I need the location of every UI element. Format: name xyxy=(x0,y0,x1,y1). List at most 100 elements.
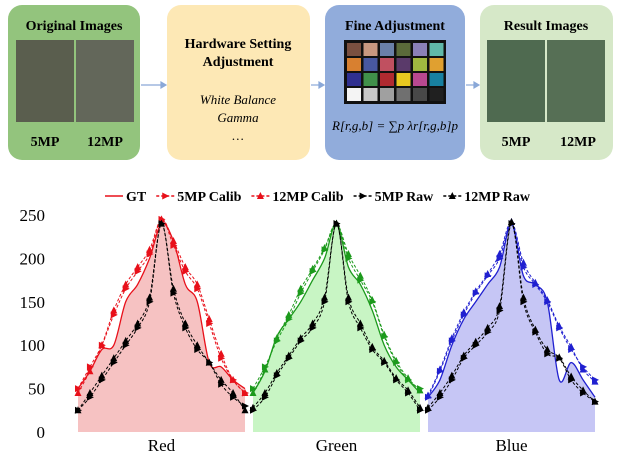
y-tick-label: 50 xyxy=(28,380,45,399)
box-label: 5MP xyxy=(502,135,531,150)
swatch xyxy=(363,73,378,86)
marker xyxy=(436,388,444,396)
legend-marker xyxy=(448,192,456,199)
area xyxy=(253,223,420,432)
marker xyxy=(591,397,599,405)
marker xyxy=(261,365,269,373)
swatch xyxy=(363,43,378,56)
marker xyxy=(380,330,388,338)
marker xyxy=(472,287,480,295)
x-tick-label: Red xyxy=(148,436,176,455)
series-line xyxy=(77,223,246,411)
series-line xyxy=(252,223,421,394)
swatch xyxy=(413,73,427,86)
marker xyxy=(241,406,249,414)
marker xyxy=(122,336,130,344)
swatch xyxy=(429,43,444,56)
x-tick-label: Green xyxy=(316,436,358,455)
color-checker xyxy=(344,40,446,104)
marker xyxy=(460,308,468,316)
marker xyxy=(333,219,340,227)
area xyxy=(428,223,595,432)
legend-label: GT xyxy=(126,190,147,205)
swatch xyxy=(363,58,378,71)
marker xyxy=(567,342,575,350)
legend-marker xyxy=(359,192,367,200)
marker xyxy=(273,368,281,376)
marker xyxy=(229,375,237,383)
marker xyxy=(591,377,599,385)
marker xyxy=(567,372,575,380)
marker xyxy=(321,243,329,251)
marker xyxy=(205,315,213,323)
marker xyxy=(579,386,587,394)
box-item: White Balance xyxy=(200,92,276,107)
marker xyxy=(86,363,94,371)
swatch xyxy=(429,58,444,71)
series-line xyxy=(427,221,596,396)
swatch xyxy=(363,88,378,101)
marker xyxy=(261,388,269,396)
swatch xyxy=(347,58,361,71)
legend-label: 12MP Raw xyxy=(464,190,531,205)
marker xyxy=(158,215,165,223)
marker xyxy=(460,351,468,359)
marker xyxy=(368,296,376,304)
formula: R[r,g,b] = ∑p λr[r,g,b]p xyxy=(331,118,458,133)
box-label: 12MP xyxy=(560,135,596,150)
marker xyxy=(344,250,352,258)
marker xyxy=(241,388,249,396)
marker xyxy=(543,345,551,353)
marker xyxy=(181,319,189,327)
marker xyxy=(404,386,412,394)
box-title: Adjustment xyxy=(203,55,274,70)
pipeline: Original Images 5MP 12MP Hardware Settin… xyxy=(8,5,613,160)
swatch xyxy=(380,43,394,56)
marker xyxy=(484,270,492,278)
marker xyxy=(273,334,281,342)
marker xyxy=(436,365,444,373)
marker xyxy=(579,365,587,373)
box-label: 5MP xyxy=(31,135,60,150)
marker xyxy=(205,358,213,366)
marker xyxy=(169,284,177,292)
box-label: 12MP xyxy=(87,135,123,150)
swatch xyxy=(413,58,427,71)
marker xyxy=(404,374,412,382)
swatch xyxy=(396,88,411,101)
marker xyxy=(134,263,142,271)
legend-label: 12MP Calib xyxy=(272,190,343,205)
marker xyxy=(297,284,305,292)
marker xyxy=(217,375,225,383)
marker xyxy=(531,278,539,286)
box-title: Hardware Setting xyxy=(185,37,292,52)
marker xyxy=(193,341,201,349)
marker xyxy=(229,388,237,396)
marker xyxy=(448,334,456,342)
marker xyxy=(297,334,305,342)
marker xyxy=(193,280,201,288)
marker xyxy=(146,293,154,301)
marker xyxy=(416,386,424,394)
marker xyxy=(392,356,400,364)
arrows xyxy=(141,80,481,90)
y-tick-label: 0 xyxy=(37,423,46,442)
swatch xyxy=(380,88,394,101)
swatch xyxy=(429,88,444,101)
marker xyxy=(472,337,480,345)
swatch xyxy=(347,43,361,56)
marker xyxy=(134,319,142,327)
marker xyxy=(86,367,94,375)
swatch xyxy=(396,43,411,56)
marker xyxy=(74,406,82,414)
marker xyxy=(249,388,257,396)
swatch xyxy=(380,58,394,71)
marker xyxy=(181,263,189,271)
y-tick-label: 200 xyxy=(20,249,46,268)
marker xyxy=(250,385,257,393)
marker xyxy=(519,258,527,266)
marker xyxy=(344,293,352,301)
marker xyxy=(448,371,456,379)
legend-marker xyxy=(256,192,264,199)
